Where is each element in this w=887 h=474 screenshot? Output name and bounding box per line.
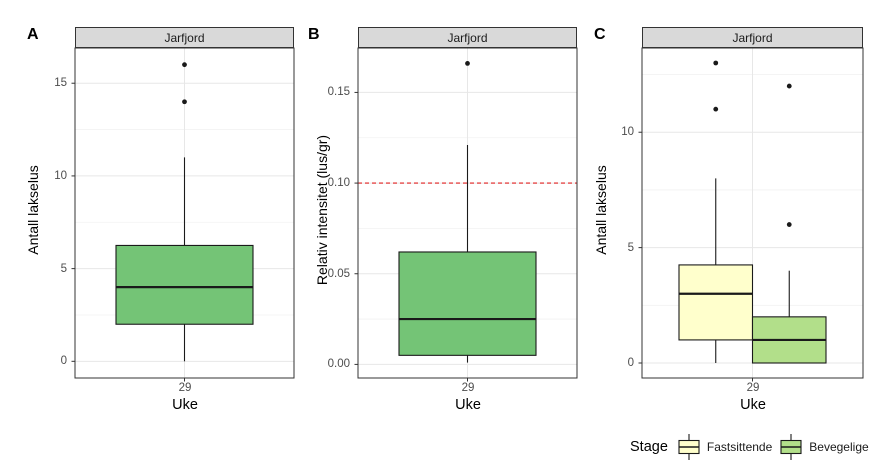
facet-strip-label: Jarfjord xyxy=(164,30,205,45)
legend-label: Fastsittende xyxy=(706,440,773,454)
legend: Stage Fastsittende Bevegelige xyxy=(630,432,869,462)
x-axis-title-c: Uke xyxy=(740,397,766,413)
x-tick-label-a: 29 xyxy=(178,382,192,394)
y-tick-label: 0 xyxy=(60,355,67,368)
legend-label: Bevegelige xyxy=(809,440,869,454)
y-tick-label: 5 xyxy=(60,262,67,275)
y-tick-label: 15 xyxy=(54,77,67,90)
box xyxy=(398,251,537,356)
panel-label-b: B xyxy=(308,26,320,43)
outlier-point xyxy=(465,61,470,66)
facet-strip-c: Jarfjord xyxy=(642,27,863,48)
y-axis-title-b: Relativ intensitet (lus/gr) xyxy=(314,134,330,286)
outlier-point xyxy=(786,222,792,227)
boxplot-key-icon xyxy=(779,433,803,461)
outlier-point xyxy=(182,62,187,68)
x-axis-title-a: Uke xyxy=(172,397,198,413)
y-tick-label: 0.10 xyxy=(327,177,350,190)
facet-strip-label: Jarfjord xyxy=(447,30,488,45)
outlier-point xyxy=(713,60,719,66)
outlier-point xyxy=(182,99,187,105)
box xyxy=(115,244,254,325)
y-tick-label: 10 xyxy=(621,126,634,139)
x-axis-title-b: Uke xyxy=(455,397,481,413)
outlier-point xyxy=(786,83,792,89)
legend-title: Stage xyxy=(630,439,668,455)
outlier-point xyxy=(713,106,719,112)
panel-label-c: C xyxy=(594,26,606,43)
boxplot-key-icon xyxy=(677,433,701,461)
boxplot-key-glyph xyxy=(780,434,802,460)
facet-strip-label: Jarfjord xyxy=(732,30,773,45)
panel-label-a: A xyxy=(27,26,39,43)
x-tick-label-c: 29 xyxy=(746,382,760,394)
facet-strip-b: Jarfjord xyxy=(358,27,577,48)
legend-item-fastsittende: Fastsittende xyxy=(677,433,772,461)
facet-strip-a: Jarfjord xyxy=(75,27,294,48)
y-tick-label: 0.00 xyxy=(327,358,350,371)
y-tick-label: 0 xyxy=(627,357,634,369)
y-tick-label: 10 xyxy=(54,169,67,182)
y-tick-label: 5 xyxy=(627,241,634,254)
box xyxy=(678,264,754,341)
boxplot-key-glyph xyxy=(678,434,700,460)
x-tick-label-b: 29 xyxy=(461,382,475,394)
y-tick-label: 0.15 xyxy=(327,86,350,99)
legend-item-bevegelige: Bevegelige xyxy=(779,433,869,461)
y-tick-label: 0.05 xyxy=(327,267,350,280)
